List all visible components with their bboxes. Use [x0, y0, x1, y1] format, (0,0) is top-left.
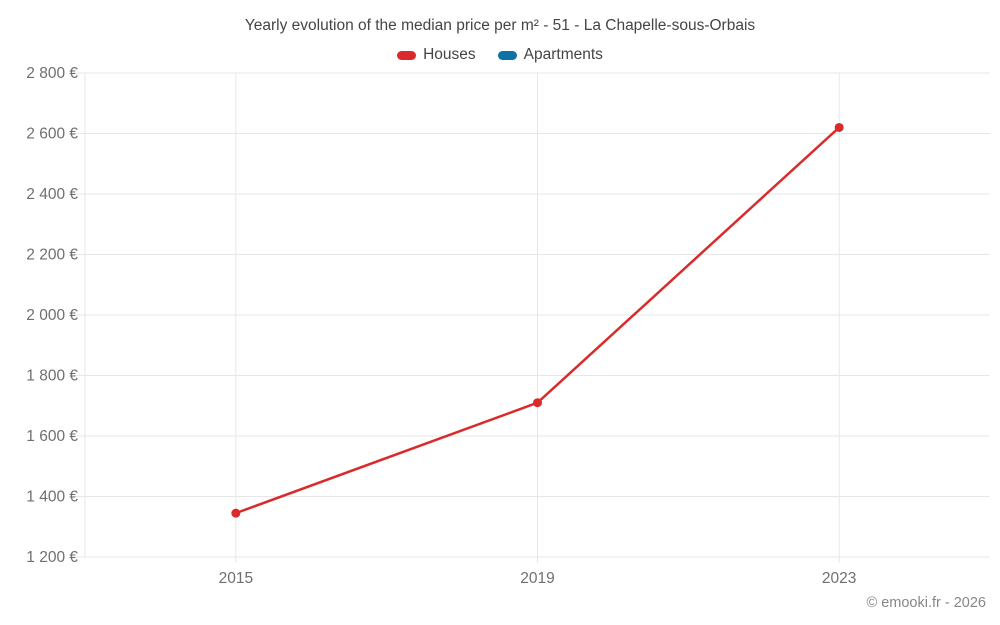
y-tick-label: 1 800 € [26, 368, 78, 385]
chart-legend: Houses Apartments [0, 46, 1000, 64]
houses-data-point[interactable] [231, 508, 241, 518]
legend-label-apartments: Apartments [523, 46, 603, 63]
legend-label-houses: Houses [423, 46, 476, 63]
houses-data-point[interactable] [834, 122, 844, 132]
y-tick-label: 2 000 € [26, 307, 78, 324]
x-tick-label: 2019 [520, 570, 554, 587]
y-tick-label: 2 800 € [26, 65, 78, 82]
y-tick-label: 1 600 € [26, 428, 78, 445]
x-tick-label: 2015 [219, 570, 253, 587]
legend-item-houses[interactable]: Houses [397, 46, 476, 64]
houses-series-swatch-icon [397, 50, 417, 60]
houses-data-point[interactable] [533, 398, 542, 408]
y-tick-label: 1 400 € [26, 489, 78, 506]
legend-item-apartments[interactable]: Apartments [497, 46, 603, 64]
y-tick-label: 2 400 € [26, 186, 78, 203]
apartments-series-swatch-icon [497, 50, 517, 60]
x-tick-label: 2023 [822, 570, 856, 587]
y-tick-label: 2 600 € [26, 126, 78, 143]
y-tick-label: 2 200 € [26, 247, 78, 264]
copyright-text: © emooki.fr - 2026 [866, 595, 986, 611]
y-tick-label: 1 200 € [26, 549, 78, 566]
chart-title: Yearly evolution of the median price per… [244, 17, 756, 34]
